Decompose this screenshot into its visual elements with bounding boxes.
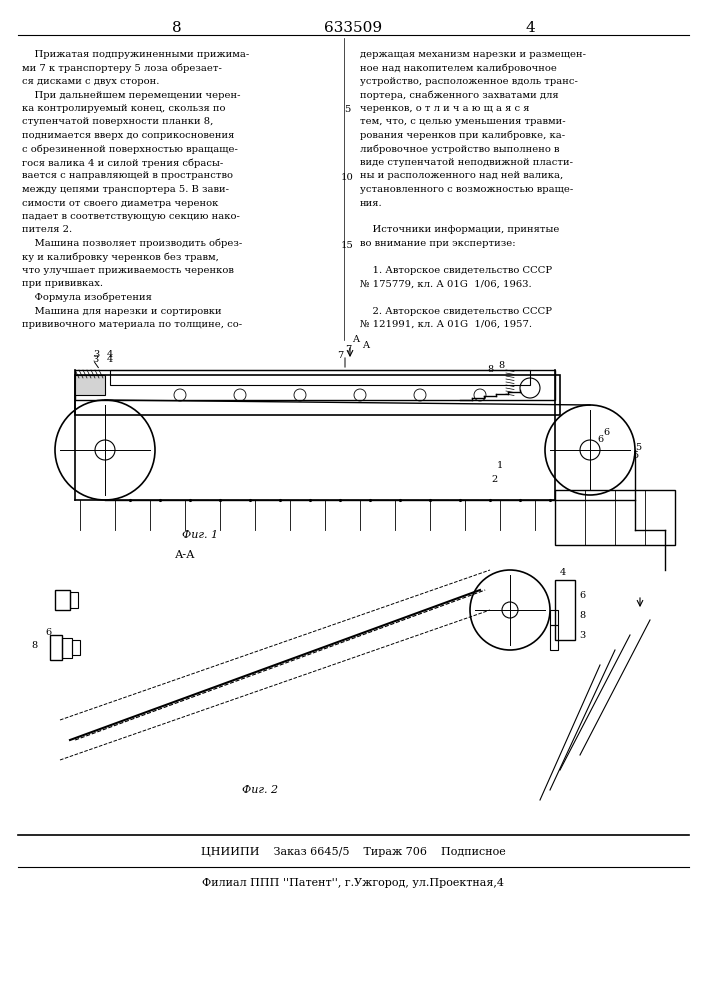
Text: держащая механизм нарезки и размещен-: держащая механизм нарезки и размещен- — [360, 50, 586, 59]
Text: портера, снабженного захватами для: портера, снабженного захватами для — [360, 91, 559, 100]
Text: Фиг. 1: Фиг. 1 — [182, 530, 218, 540]
Text: 5: 5 — [344, 105, 350, 114]
Text: между цепями транспортера 5. В зави-: между цепями транспортера 5. В зави- — [22, 185, 229, 194]
Text: Филиал ППП ''Патент'', г.Ужгород, ул.Проектная,4: Филиал ППП ''Патент'', г.Ужгород, ул.Про… — [202, 878, 504, 888]
Bar — [50, 635, 62, 660]
Text: симости от своего диаметра черенок: симости от своего диаметра черенок — [22, 198, 218, 208]
Text: 5: 5 — [635, 443, 641, 452]
Text: 2. Авторское свидетельство СССР: 2. Авторское свидетельство СССР — [360, 306, 552, 316]
Text: 5: 5 — [632, 450, 638, 460]
Text: 8: 8 — [579, 611, 585, 620]
Text: 8: 8 — [173, 21, 182, 35]
Text: ЦНИИПИ    Заказ 6645/5    Тираж 706    Подписное: ЦНИИПИ Заказ 6645/5 Тираж 706 Подписное — [201, 847, 506, 857]
Text: Машина позволяет производить обрез-: Машина позволяет производить обрез- — [22, 239, 243, 248]
Text: A: A — [362, 341, 369, 350]
Text: Машина для нарезки и сортировки: Машина для нарезки и сортировки — [22, 306, 221, 316]
Text: Прижатая подпружиненными прижима-: Прижатая подпружиненными прижима- — [22, 50, 250, 59]
Bar — [555, 580, 575, 640]
Text: ния.: ния. — [360, 198, 382, 208]
Text: ку и калибровку черенков без травм,: ку и калибровку черенков без травм, — [22, 252, 219, 262]
Bar — [62, 638, 72, 658]
Text: 4: 4 — [560, 568, 566, 577]
Text: ное над накопителем калибровочное: ное над накопителем калибровочное — [360, 64, 557, 73]
Bar — [75, 370, 555, 400]
Bar — [70, 592, 78, 608]
Text: ся дисками с двух сторон.: ся дисками с двух сторон. — [22, 77, 159, 86]
Text: гося валика 4 и силой трения сбрасы-: гося валика 4 и силой трения сбрасы- — [22, 158, 223, 167]
Text: 4: 4 — [107, 350, 113, 359]
Text: 7: 7 — [345, 345, 351, 354]
Text: рования черенков при калибровке, ка-: рования черенков при калибровке, ка- — [360, 131, 565, 140]
Text: № 121991, кл. А 01G  1/06, 1957.: № 121991, кл. А 01G 1/06, 1957. — [360, 320, 532, 329]
Text: Формула изобретения: Формула изобретения — [22, 293, 152, 302]
Bar — [110, 370, 530, 385]
Text: во внимание при экспертизе:: во внимание при экспертизе: — [360, 239, 515, 248]
Bar — [55, 590, 70, 610]
Text: что улучшает приживаемость черенков: что улучшает приживаемость черенков — [22, 266, 234, 275]
Text: черенков, о т л и ч а ю щ а я с я: черенков, о т л и ч а ю щ а я с я — [360, 104, 530, 113]
Text: № 175779, кл. А 01G  1/06, 1963.: № 175779, кл. А 01G 1/06, 1963. — [360, 279, 532, 288]
Text: 8: 8 — [31, 641, 37, 650]
Text: 3: 3 — [92, 356, 98, 364]
Bar — [550, 610, 558, 625]
Text: 633509: 633509 — [324, 21, 382, 35]
Text: 8: 8 — [487, 365, 493, 374]
Text: с обрезиненной поверхностью вращаще-: с обрезиненной поверхностью вращаще- — [22, 144, 238, 154]
Text: ны и расположенного над ней валика,: ны и расположенного над ней валика, — [360, 172, 563, 180]
Text: 2: 2 — [492, 476, 498, 485]
Text: 4: 4 — [525, 21, 535, 35]
Text: установленного с возможностью враще-: установленного с возможностью враще- — [360, 185, 573, 194]
Bar — [72, 640, 80, 655]
Text: 7: 7 — [337, 351, 343, 360]
Text: 6: 6 — [45, 628, 51, 637]
Text: пителя 2.: пителя 2. — [22, 226, 72, 234]
Text: ми 7 к транспортеру 5 лоза обрезает-: ми 7 к транспортеру 5 лоза обрезает- — [22, 64, 222, 73]
Text: 1. Авторское свидетельство СССР: 1. Авторское свидетельство СССР — [360, 266, 552, 275]
Text: 1: 1 — [497, 460, 503, 470]
Text: 8: 8 — [498, 361, 504, 370]
Text: А-А: А-А — [175, 550, 195, 560]
Text: 10: 10 — [341, 173, 354, 182]
Bar — [550, 625, 558, 650]
Text: 15: 15 — [341, 240, 354, 249]
Text: 4: 4 — [107, 356, 113, 364]
Bar — [75, 375, 105, 395]
Text: падает в соответствующую секцию нако-: падает в соответствующую секцию нако- — [22, 212, 240, 221]
Text: 6: 6 — [597, 436, 603, 444]
Text: вается с направляющей в пространство: вается с направляющей в пространство — [22, 172, 233, 180]
Text: либровочное устройство выполнено в: либровочное устройство выполнено в — [360, 144, 559, 154]
Text: 3: 3 — [579, 631, 585, 640]
Text: Фиг. 2: Фиг. 2 — [242, 785, 278, 795]
Text: виде ступенчатой неподвижной пласти-: виде ступенчатой неподвижной пласти- — [360, 158, 573, 167]
Text: A: A — [352, 335, 359, 344]
Text: тем, что, с целью уменьшения травми-: тем, что, с целью уменьшения травми- — [360, 117, 566, 126]
Text: прививочного материала по толщине, со-: прививочного материала по толщине, со- — [22, 320, 242, 329]
Text: ка контролируемый конец, скользя по: ка контролируемый конец, скользя по — [22, 104, 226, 113]
Text: При дальнейшем перемещении черен-: При дальнейшем перемещении черен- — [22, 91, 240, 100]
Text: поднимается вверх до соприкосновения: поднимается вверх до соприкосновения — [22, 131, 235, 140]
Text: при прививках.: при прививках. — [22, 279, 103, 288]
Text: ступенчатой поверхности планки 8,: ступенчатой поверхности планки 8, — [22, 117, 214, 126]
Bar — [555, 490, 675, 545]
Text: Источники информации, принятые: Источники информации, принятые — [360, 226, 559, 234]
Text: 3: 3 — [93, 350, 99, 359]
Text: устройство, расположенное вдоль транс-: устройство, расположенное вдоль транс- — [360, 77, 578, 86]
Text: 6: 6 — [603, 428, 609, 437]
Text: 6: 6 — [579, 591, 585, 600]
